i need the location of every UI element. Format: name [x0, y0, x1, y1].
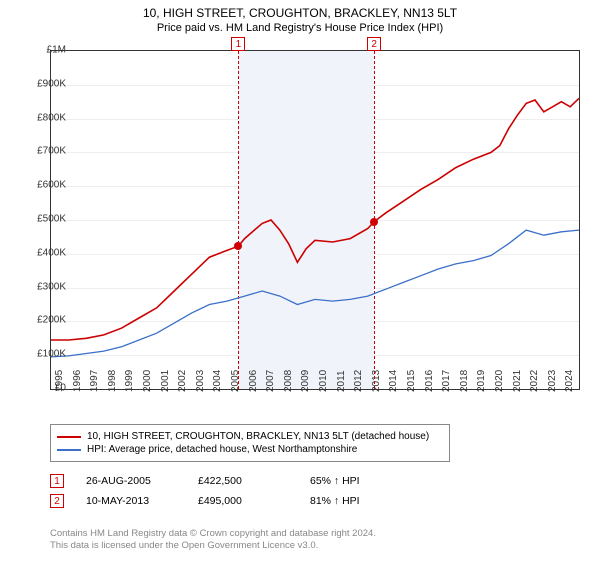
legend-swatch	[57, 449, 81, 451]
plot-area: 12	[50, 50, 580, 390]
transaction-marker-icon: 2	[50, 494, 64, 508]
legend: 10, HIGH STREET, CROUGHTON, BRACKLEY, NN…	[50, 424, 450, 462]
table-row: 1 26-AUG-2005 £422,500 65% ↑ HPI	[50, 474, 400, 488]
transaction-delta: 81% ↑ HPI	[310, 495, 400, 507]
legend-label: 10, HIGH STREET, CROUGHTON, BRACKLEY, NN…	[87, 431, 429, 442]
transaction-date: 10-MAY-2013	[86, 495, 176, 507]
transactions-table: 1 26-AUG-2005 £422,500 65% ↑ HPI 2 10-MA…	[50, 468, 400, 514]
legend-item: HPI: Average price, detached house, West…	[57, 444, 443, 455]
copyright-line: This data is licensed under the Open Gov…	[50, 540, 376, 552]
transaction-price: £495,000	[198, 495, 288, 507]
table-row: 2 10-MAY-2013 £495,000 81% ↑ HPI	[50, 494, 400, 508]
copyright-notice: Contains HM Land Registry data © Crown c…	[50, 528, 376, 553]
chart-subtitle: Price paid vs. HM Land Registry's House …	[0, 22, 600, 34]
legend-item: 10, HIGH STREET, CROUGHTON, BRACKLEY, NN…	[57, 431, 443, 442]
transaction-date: 26-AUG-2005	[86, 475, 176, 487]
transaction-delta: 65% ↑ HPI	[310, 475, 400, 487]
transaction-price: £422,500	[198, 475, 288, 487]
legend-swatch	[57, 436, 81, 438]
transaction-marker-icon: 1	[50, 474, 64, 488]
copyright-line: Contains HM Land Registry data © Crown c…	[50, 528, 376, 540]
chart-container: 10, HIGH STREET, CROUGHTON, BRACKLEY, NN…	[0, 6, 600, 566]
legend-label: HPI: Average price, detached house, West…	[87, 444, 357, 455]
chart-title: 10, HIGH STREET, CROUGHTON, BRACKLEY, NN…	[0, 6, 600, 20]
